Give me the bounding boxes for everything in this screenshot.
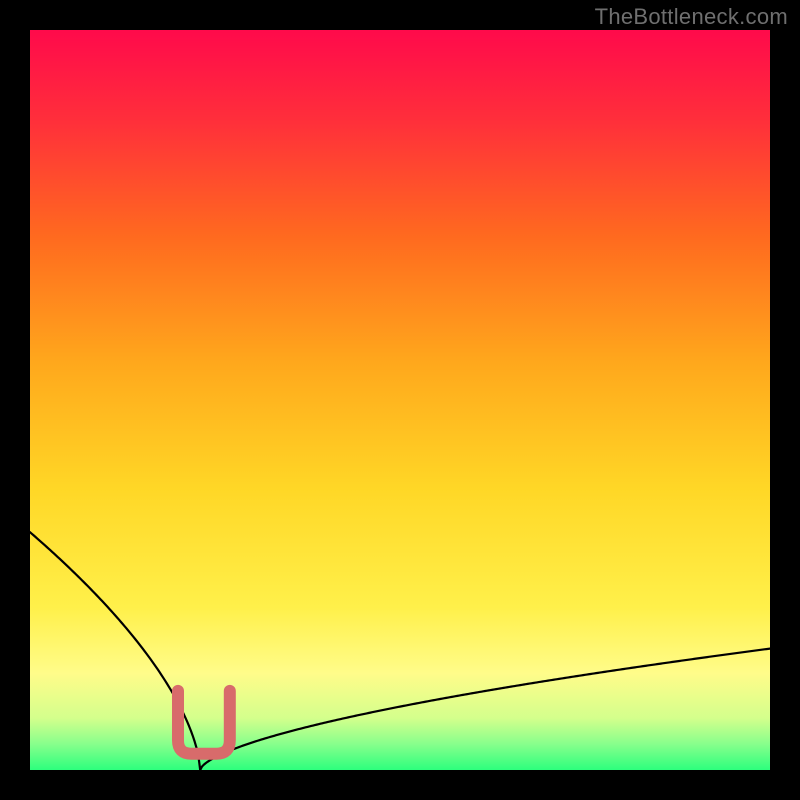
optimal-region-marker [178,691,230,754]
bottleneck-curve [30,532,770,770]
chart-plot-area [30,30,770,770]
watermark-text: TheBottleneck.com [595,4,788,30]
chart-curve-layer [30,30,770,770]
